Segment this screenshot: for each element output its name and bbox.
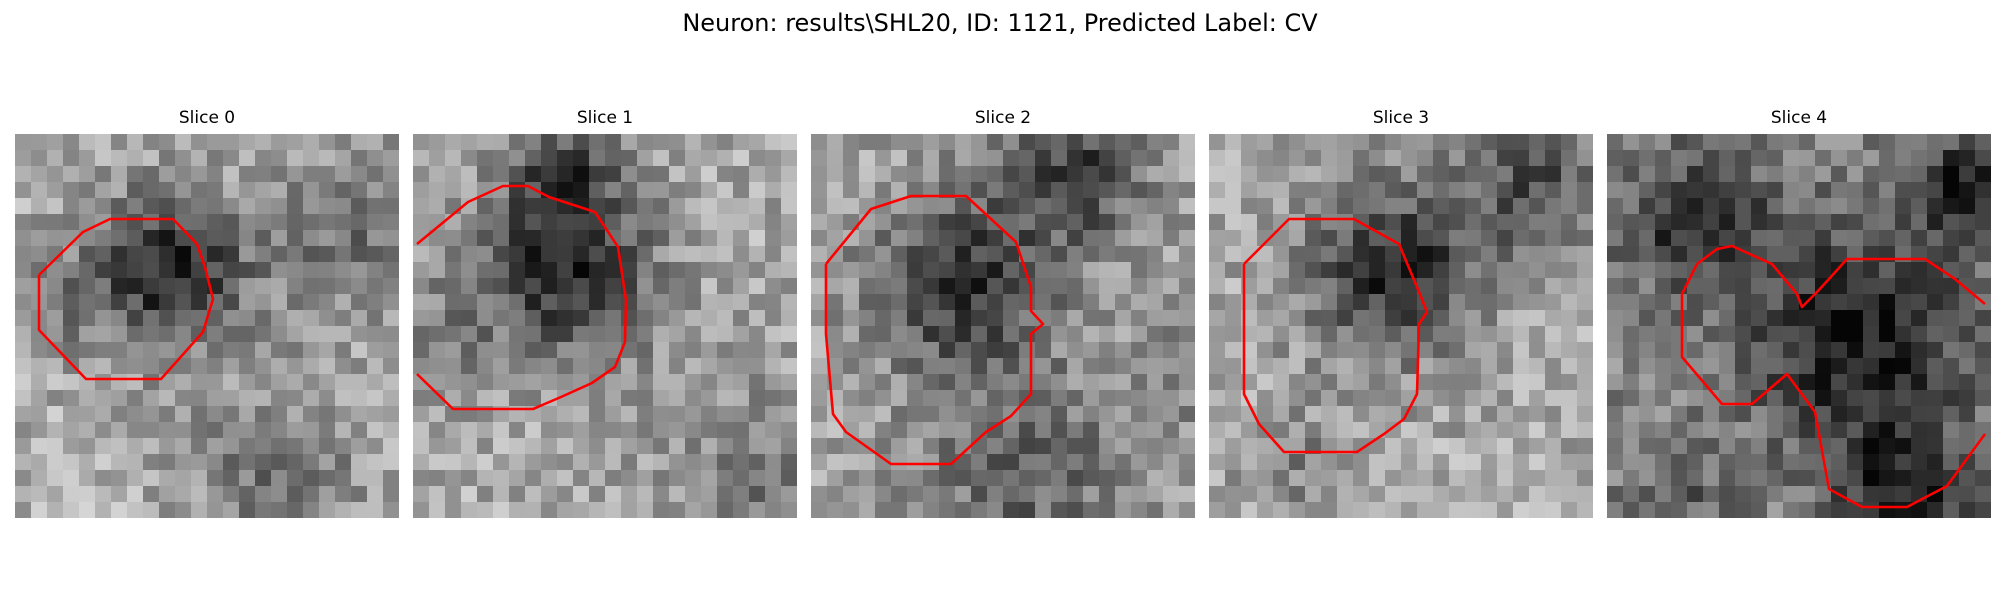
roi-outline xyxy=(413,134,797,518)
slice-title: Slice 3 xyxy=(1209,107,1593,129)
slice-title: Slice 0 xyxy=(15,107,399,129)
roi-outline xyxy=(15,134,399,518)
slice-title: Slice 2 xyxy=(811,107,1195,129)
roi-outline xyxy=(1607,134,1991,518)
slice-title: Slice 1 xyxy=(413,107,797,129)
roi-outline xyxy=(1209,134,1593,518)
slice-title: Slice 4 xyxy=(1607,107,1991,129)
roi-outline xyxy=(811,134,1195,518)
figure-title: Neuron: results\SHL20, ID: 1121, Predict… xyxy=(0,6,2000,40)
